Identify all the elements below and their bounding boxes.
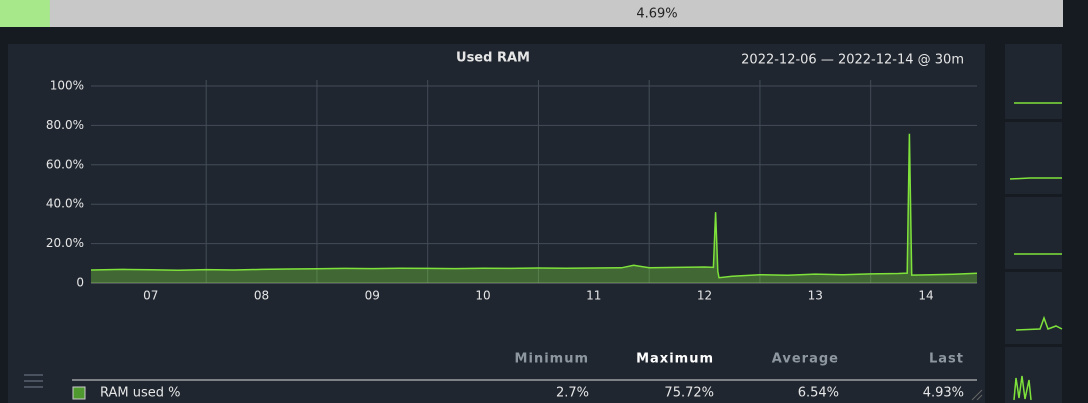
x-tick-label: 07	[143, 289, 158, 303]
stats-value: 4.93%	[923, 386, 964, 401]
chart-subtitle: 2022-12-06 — 2022-12-14 @ 30m	[741, 53, 964, 68]
y-tick-label: 80.0%	[46, 118, 84, 132]
stats-header: Minimum	[515, 352, 589, 367]
stats-header: Average	[772, 352, 839, 367]
x-tick-label: 13	[808, 289, 823, 303]
chart-title: Used RAM	[456, 51, 530, 66]
y-tick-label: 20.0%	[46, 236, 84, 250]
x-tick-label: 10	[475, 289, 490, 303]
stats-header: Maximum	[636, 352, 714, 367]
stats-value: 2.7%	[556, 386, 589, 401]
stats-header: Last	[929, 352, 964, 367]
stats-value: 75.72%	[664, 386, 714, 401]
x-tick-label: 14	[918, 289, 933, 303]
menu-icon[interactable]	[24, 374, 43, 388]
panel	[8, 44, 985, 403]
resize-handle[interactable]	[971, 389, 983, 401]
stats-value: 6.54%	[798, 386, 839, 401]
legend-label: RAM used %	[100, 386, 181, 401]
x-tick-label: 08	[254, 289, 269, 303]
y-tick-label: 100%	[50, 79, 84, 93]
series-line	[90, 133, 978, 279]
x-tick-label: 11	[586, 289, 601, 303]
thumbnail-column	[1005, 44, 1063, 403]
y-tick-label: 0	[76, 276, 84, 290]
progress-track	[0, 0, 1063, 27]
progress-label: 4.69%	[636, 7, 677, 22]
legend-swatch	[72, 386, 86, 400]
y-tick-label: 40.0%	[46, 197, 84, 211]
progress-fill	[0, 0, 50, 27]
x-tick-label: 09	[365, 289, 380, 303]
x-tick-label: 12	[697, 289, 712, 303]
y-tick-label: 60.0%	[46, 157, 84, 171]
